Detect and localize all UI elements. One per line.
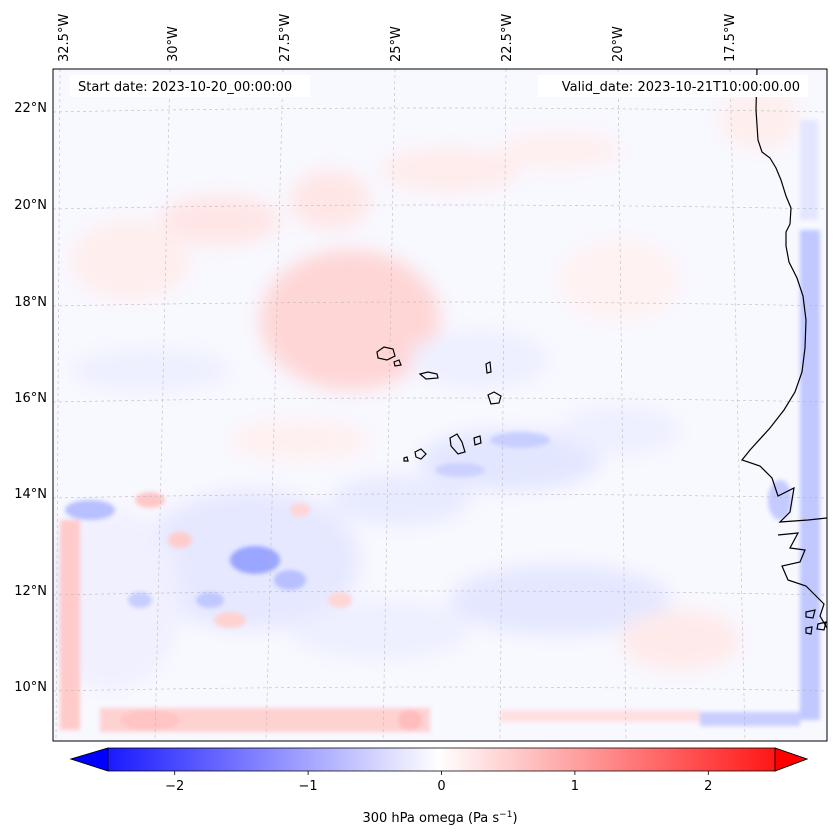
lat-labels: 22°N 20°N 18°N 16°N 14°N 12°N 10°N [14, 101, 47, 695]
lat-label: 20°N [14, 198, 47, 213]
island-fogo-icon [414, 448, 427, 460]
map-panel: Start date: 2023-10-20_00:00:00 Valid_da… [14, 14, 828, 742]
colorbar-high-extension [774, 747, 809, 772]
omega-field-fine [60, 120, 820, 732]
island-sal-icon [485, 361, 492, 374]
colorbar-label: 300 hPa omega (Pa s−1) [362, 810, 517, 826]
colorbar-tick-label: −2 [165, 779, 184, 794]
start-date-label: Start date: 2023-10-20_00:00:00 [78, 80, 292, 95]
island-santiago-icon [449, 433, 466, 455]
island-sao-nicolau-icon [418, 371, 439, 380]
colorbar-tick-label: 2 [704, 779, 712, 794]
lon-labels: 32.5°W 30°W 27.5°W 25°W 22.5°W 20°W 17.5… [57, 14, 738, 62]
islet-brava-icon [403, 456, 409, 462]
lon-label: 20°W [611, 26, 626, 62]
lon-label: 22.5°W [500, 14, 515, 62]
coastlines [376, 69, 827, 635]
omega-field [53, 90, 820, 732]
lon-label: 27.5°W [278, 14, 293, 62]
lat-label: 16°N [14, 391, 47, 406]
lon-label: 32.5°W [57, 14, 72, 62]
colorbar-tick-label: −1 [299, 779, 318, 794]
lat-label: 18°N [14, 295, 47, 310]
gridlines [53, 69, 827, 741]
colorbar-low-extension [69, 747, 109, 772]
colorbar-body [69, 747, 809, 772]
island-maio-icon [473, 435, 482, 446]
lat-label: 14°N [14, 487, 47, 502]
lon-label: 30°W [166, 26, 181, 62]
lon-label: 25°W [389, 26, 404, 62]
colorbar: −2 −1 0 1 2 300 hPa omega (Pa s−1) [69, 747, 809, 826]
start-date-box [70, 75, 310, 97]
africa-coastline-icon [740, 69, 827, 629]
island-santo-antao-icon [376, 346, 396, 361]
valid-date-label: Valid_date: 2023-10-21T10:00:00.00 [562, 80, 800, 95]
island-sao-vicente-icon [393, 359, 402, 367]
colorbar-tick-label: 0 [437, 779, 445, 794]
valid-date-box [538, 75, 808, 97]
islet-bijagos-icon [805, 609, 827, 635]
lat-label: 10°N [14, 680, 47, 695]
lat-label: 22°N [14, 101, 47, 116]
lat-label: 12°N [14, 584, 47, 599]
lon-label: 17.5°W [723, 14, 738, 62]
colorbar-tick-label: 1 [571, 779, 579, 794]
colorbar-ticks: −2 −1 0 1 2 [165, 771, 712, 794]
map-frame [52, 68, 828, 742]
island-boa-vista-icon [487, 391, 502, 405]
